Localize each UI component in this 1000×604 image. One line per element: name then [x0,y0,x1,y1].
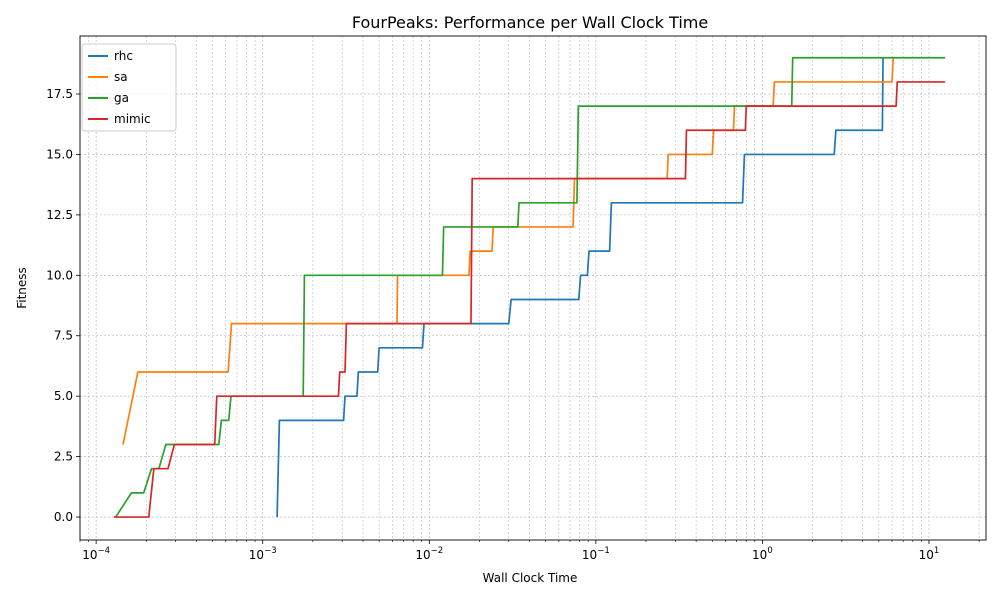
x-tick-label: 10−1 [582,546,610,562]
y-tick-label: 15.0 [46,147,73,161]
y-tick-label: 12.5 [46,208,73,222]
x-tick-label: 10−2 [415,546,443,562]
y-tick-label: 0.0 [54,510,73,524]
x-axis-label: Wall Clock Time [483,571,578,585]
legend-label-mimic: mimic [114,112,151,126]
tick-layer: 10−4 10−3 10−2 10−1 100 101 0.0 2.5 5.0 7.5 10.0 12… [46,87,980,562]
y-axis-label: Fitness [15,267,29,309]
series-layer [114,56,946,518]
x-tick-label: 10−4 [82,546,110,562]
y-tick-label: 10.0 [46,268,73,282]
legend-label-sa: sa [114,70,128,84]
y-tick-label: 5.0 [54,389,73,403]
series-line-mimic [114,81,946,518]
series-line-rhc [276,57,884,518]
legend-box [81,43,177,132]
legend-label-ga: ga [114,91,129,105]
legend-label-rhc: rhc [114,49,133,63]
chart-title: FourPeaks: Performance per Wall Clock Ti… [352,13,708,32]
x-tick-label: 100 [752,546,773,562]
legend: rhc sa ga mimic [81,43,177,132]
y-tick-label: 17.5 [46,87,73,101]
x-tick-label: 101 [919,546,940,562]
x-tick-label: 10−3 [249,546,277,562]
plot-frame [79,35,987,541]
y-tick-label: 2.5 [54,450,73,464]
y-tick-label: 7.5 [54,329,73,343]
